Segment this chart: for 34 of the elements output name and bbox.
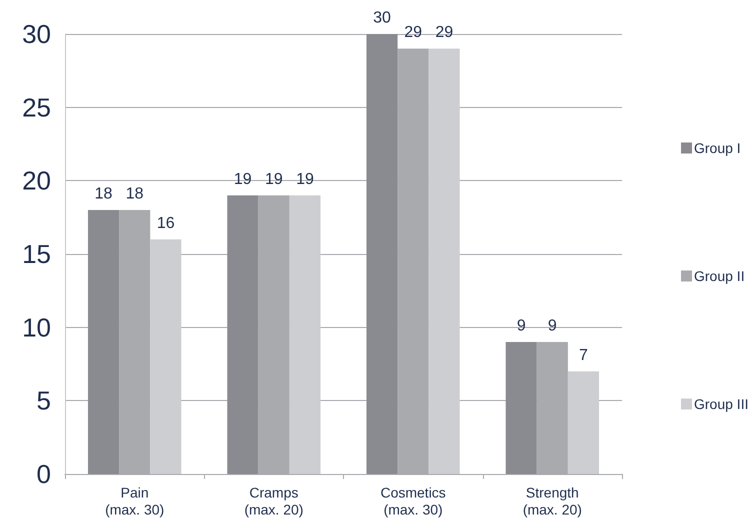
bar xyxy=(227,195,258,474)
bar xyxy=(568,371,600,474)
data-label: 29 xyxy=(404,24,422,42)
data-label: 19 xyxy=(234,170,252,188)
data-label: 29 xyxy=(435,24,454,42)
bar xyxy=(150,239,182,474)
data-label: 7 xyxy=(579,346,588,364)
data-label: 30 xyxy=(373,10,392,26)
y-tick-label: 10 xyxy=(22,312,51,342)
legend-label: Group III xyxy=(694,396,748,412)
y-tick-label: 25 xyxy=(22,92,51,122)
bar xyxy=(366,34,398,474)
bar xyxy=(88,210,120,474)
x-tick-label: Pain (max. 30) xyxy=(105,484,164,518)
data-label: 16 xyxy=(156,214,175,232)
data-label: 19 xyxy=(264,170,283,188)
x-tick-label: Cosmetics (max. 30) xyxy=(380,484,446,518)
data-label: 18 xyxy=(94,186,113,202)
data-label: 9 xyxy=(548,318,557,334)
data-label: 19 xyxy=(296,170,314,188)
y-tick-label: 15 xyxy=(22,239,51,269)
legend-label: Group II xyxy=(694,268,745,284)
y-tick-label: 20 xyxy=(22,166,51,196)
x-tick-label: Strength (max. 20) xyxy=(522,484,582,518)
bar xyxy=(428,48,460,474)
data-label: 18 xyxy=(126,186,144,202)
data-label: 9 xyxy=(516,318,526,334)
y-tick-label: 30 xyxy=(22,19,51,49)
legend-label: Group I xyxy=(694,140,741,156)
bar xyxy=(289,195,321,474)
x-tick-label: Cramps (max. 20) xyxy=(244,484,304,518)
y-tick-label: 5 xyxy=(36,386,51,416)
y-tick-label: 0 xyxy=(36,459,51,489)
bar xyxy=(506,342,537,474)
